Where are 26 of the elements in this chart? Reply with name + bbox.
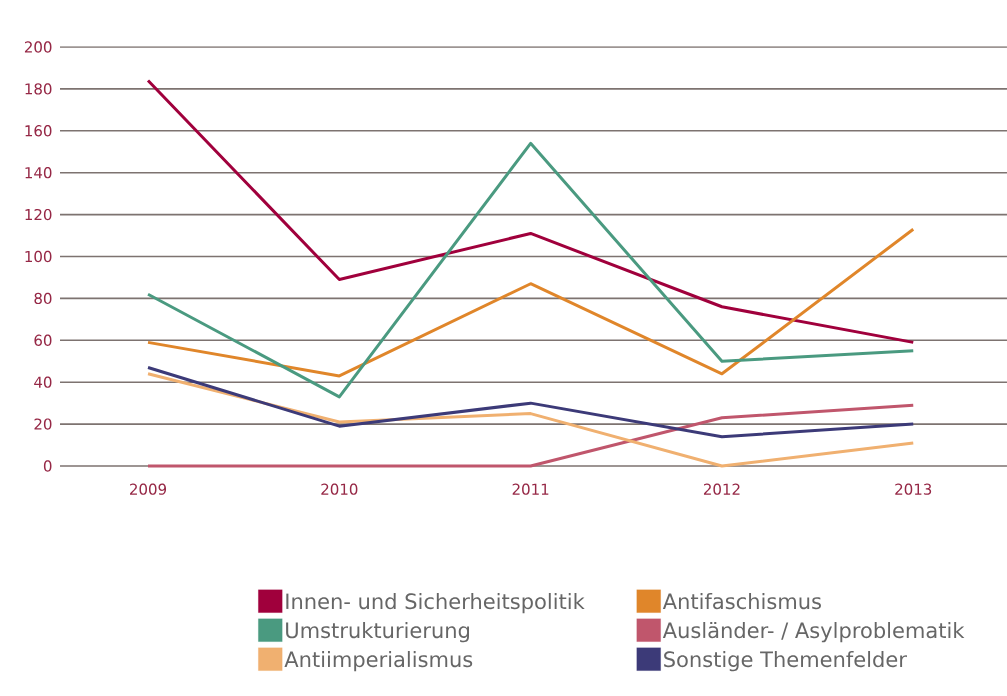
y-tick-label: 120 [25,208,52,221]
y-tick-label: 160 [25,125,52,137]
x-tick-label: 2012 [703,483,740,495]
x-tick-label: 2013 [895,483,932,495]
y-tick-label: 180 [25,83,52,95]
legend-label: Sonstige Themenfelder [664,650,907,672]
line-series [146,366,915,439]
legend-label: Umstrukturierung [286,621,469,643]
legend-label: Antifaschismus [662,592,821,610]
x-tick-label: 2010 [321,483,358,495]
line-series [146,141,915,399]
y-tick-label: 140 [25,167,52,179]
x-tick-label: 2009 [130,483,167,495]
y-tick-label: 60 [34,334,52,346]
legend-label: Innen- und Sicherheitspolitik [286,592,585,614]
y-tick-label: 40 [34,376,52,388]
line-series [146,227,915,378]
y-tick-label: 20 [34,418,52,430]
legend-label: Antiimperialismus [284,650,473,672]
y-tick-label: 0 [43,460,52,472]
x-tick-label: 2011 [512,483,549,495]
line-series [146,79,915,344]
legend-label: Ausländer- / Asylproblematik [662,621,965,643]
y-tick-label: 80 [34,292,52,305]
y-tick-label: 200 [24,41,52,53]
y-tick-label: 100 [25,250,52,263]
